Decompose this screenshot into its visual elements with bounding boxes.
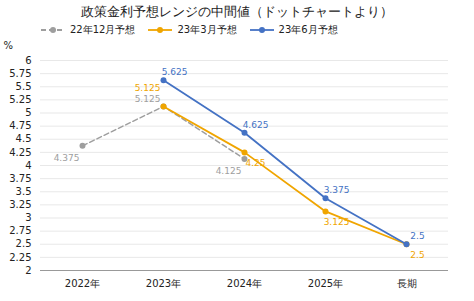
svg-text:2.5: 2.5 [16, 238, 32, 249]
svg-text:4.25: 4.25 [9, 147, 31, 158]
svg-text:5.75: 5.75 [9, 68, 31, 79]
svg-text:4.75: 4.75 [9, 120, 31, 131]
svg-text:2.5: 2.5 [410, 231, 424, 241]
svg-text:3.25: 3.25 [9, 199, 31, 210]
svg-text:4: 4 [25, 160, 31, 171]
svg-text:2: 2 [25, 265, 31, 276]
svg-text:%: % [4, 40, 14, 51]
svg-text:3: 3 [25, 212, 31, 223]
svg-text:5.5: 5.5 [16, 81, 32, 92]
svg-text:3.125: 3.125 [324, 217, 350, 227]
svg-text:2023年: 2023年 [146, 278, 181, 289]
svg-text:4.125: 4.125 [216, 166, 242, 176]
svg-text:6: 6 [25, 55, 31, 66]
svg-text:2.25: 2.25 [9, 252, 31, 263]
svg-text:4.625: 4.625 [243, 120, 269, 130]
svg-text:5.125: 5.125 [135, 83, 161, 93]
svg-text:5.625: 5.625 [162, 67, 188, 77]
svg-text:5.25: 5.25 [9, 94, 31, 105]
html-text:22年12月予想: 22年12月予想 [70, 24, 136, 35]
svg-text:5.125: 5.125 [135, 94, 161, 104]
svg-text:2022年: 2022年 [65, 278, 100, 289]
svg-text:2.75: 2.75 [9, 225, 31, 236]
html-text:23年3月予想: 23年3月予想 [177, 24, 237, 35]
svg-text:2.5: 2.5 [410, 250, 424, 260]
svg-text:4.5: 4.5 [16, 133, 32, 144]
svg-text:4.25: 4.25 [245, 158, 265, 168]
svg-text:2025年: 2025年 [308, 278, 343, 289]
svg-text:長期: 長期 [397, 278, 417, 289]
svg-text:4.375: 4.375 [54, 153, 80, 163]
svg-text:3.375: 3.375 [324, 185, 350, 195]
html-text:23年6月予想: 23年6月予想 [278, 24, 338, 35]
svg-text:3.5: 3.5 [16, 186, 32, 197]
svg-text:3.75: 3.75 [9, 173, 31, 184]
svg-text:2024年: 2024年 [227, 278, 262, 289]
html-text:政策金利予想レンジの中間値（ドットチャートより）: 政策金利予想レンジの中間値（ドットチャートより） [81, 4, 393, 19]
svg-text:5: 5 [25, 107, 31, 118]
